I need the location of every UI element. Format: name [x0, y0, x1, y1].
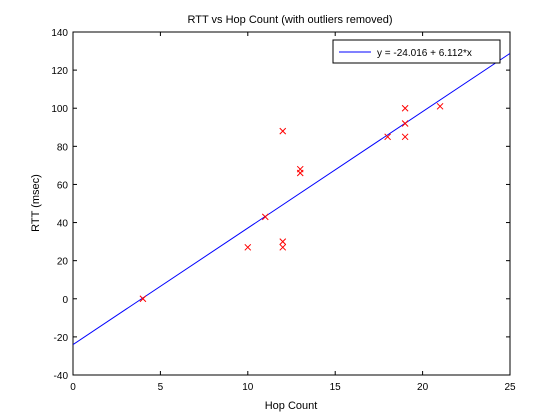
data-point — [279, 243, 287, 251]
data-point — [401, 104, 409, 112]
x-tick-label: 15 — [330, 382, 342, 393]
x-tick-label: 10 — [242, 382, 254, 393]
data-points-layer — [139, 102, 444, 303]
legend-entry-fit: y = -24.016 + 6.112*x — [377, 48, 472, 59]
data-point — [384, 133, 391, 141]
x-axis-ticks: 0 5 10 15 20 25 — [70, 32, 516, 393]
x-axis-label: Hop Count — [265, 400, 318, 412]
y-tick-label: -40 — [54, 371, 69, 382]
x-tick-label: 25 — [504, 382, 516, 393]
y-tick-label: 40 — [57, 219, 69, 230]
data-point — [261, 213, 269, 221]
data-point — [139, 295, 147, 303]
y-tick-label: 60 — [57, 180, 69, 191]
data-point — [244, 243, 252, 251]
y-tick-label: 0 — [62, 295, 68, 306]
data-point — [296, 169, 304, 177]
chart-title: RTT vs Hop Count (with outliers removed) — [188, 14, 393, 26]
x-tick-label: 5 — [158, 382, 164, 393]
y-axis-label: RTT (msec) — [30, 174, 42, 232]
y-tick-label: 120 — [51, 66, 68, 77]
y-tick-label: 100 — [51, 104, 68, 115]
data-point — [279, 127, 287, 135]
x-tick-label: 20 — [417, 382, 429, 393]
y-axis-ticks: -40 -20 0 20 40 60 80 100 120 140 — [51, 28, 510, 382]
legend: y = -24.016 + 6.112*x — [332, 39, 501, 64]
data-point — [401, 120, 409, 127]
y-tick-label: 80 — [57, 142, 69, 153]
y-tick-label: 140 — [51, 28, 68, 39]
y-tick-label: -20 — [54, 333, 69, 344]
y-tick-label: 20 — [57, 257, 69, 268]
data-point — [401, 133, 409, 141]
data-point — [279, 238, 287, 245]
data-point — [436, 102, 444, 110]
plot-area — [72, 31, 511, 376]
legend-box — [332, 39, 501, 64]
x-tick-label: 0 — [70, 382, 76, 393]
